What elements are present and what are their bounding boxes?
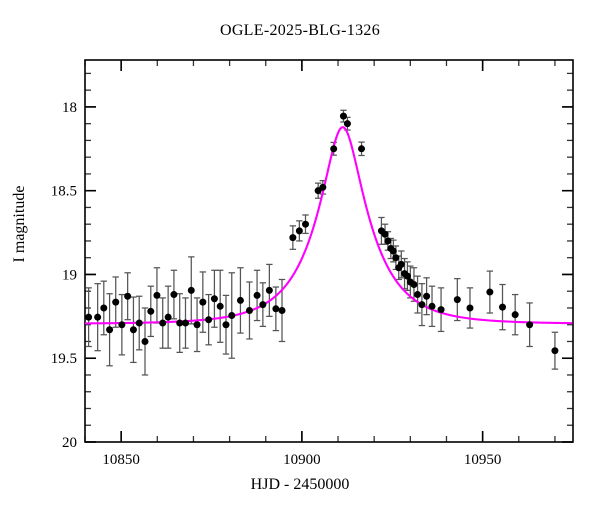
tick-labels: 10850 10900 10950 18 18.5 19 19.5 20 bbox=[51, 100, 502, 468]
svg-text:19.5: 19.5 bbox=[51, 351, 77, 367]
svg-text:10950: 10950 bbox=[464, 452, 502, 468]
error-bars bbox=[85, 109, 559, 376]
chart-title: OGLE-2025-BLG-1326 bbox=[219, 22, 381, 39]
svg-text:20: 20 bbox=[62, 435, 77, 451]
svg-text:18.5: 18.5 bbox=[51, 184, 77, 200]
svg-text:10850: 10850 bbox=[102, 452, 140, 468]
svg-text:19: 19 bbox=[62, 267, 77, 283]
data-points bbox=[85, 112, 559, 355]
plot-frame bbox=[84, 59, 574, 443]
major-ticks bbox=[85, 60, 573, 443]
svg-text:18: 18 bbox=[62, 100, 77, 116]
model-curve bbox=[85, 126, 573, 325]
x-axis-label: HJD - 2450000 bbox=[250, 476, 350, 493]
minor-ticks bbox=[84, 60, 573, 443]
svg-text:10900: 10900 bbox=[283, 452, 321, 468]
